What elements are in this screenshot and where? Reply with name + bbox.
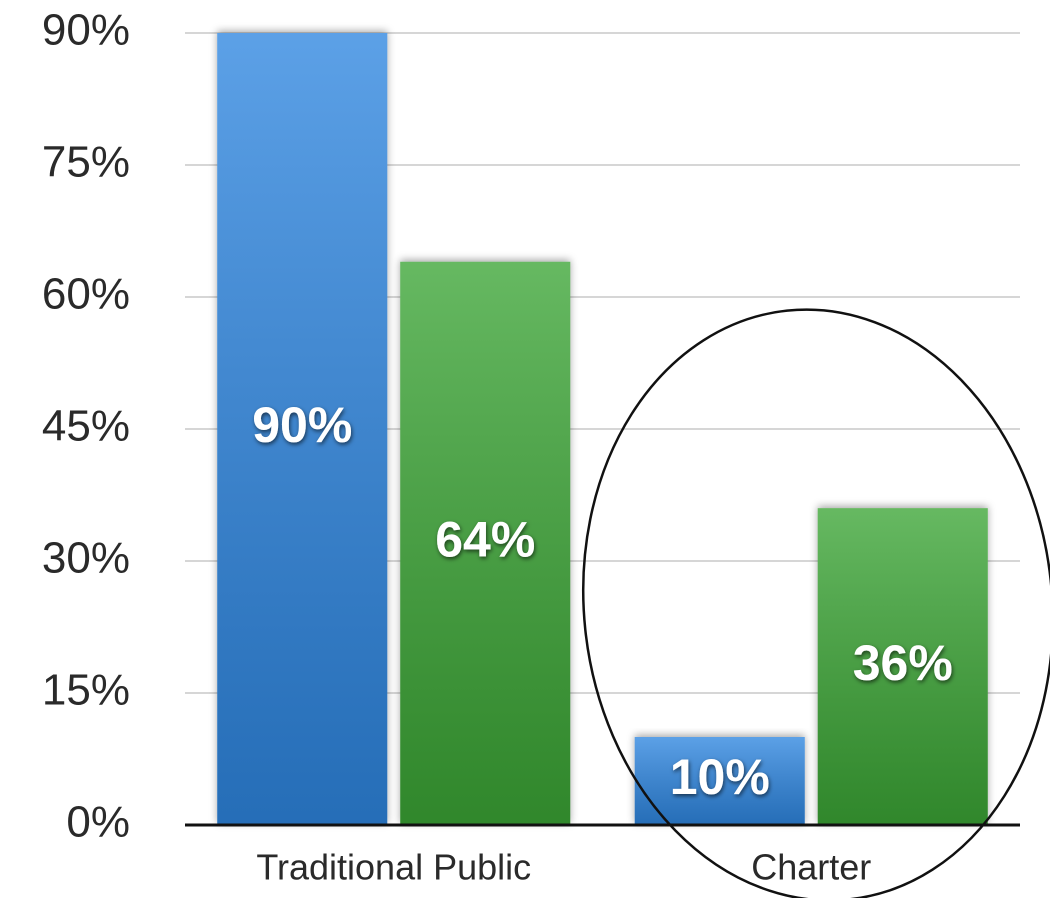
value-label: 64% (435, 512, 535, 568)
bar-shade (217, 33, 388, 825)
y-tick-label: 15% (42, 666, 130, 715)
bars (217, 33, 988, 825)
value-label: 36% (853, 635, 953, 691)
bar-shade (400, 261, 571, 825)
value-label: 10% (670, 749, 770, 805)
x-tick-label: Traditional Public (256, 847, 531, 888)
y-tick-label: 30% (42, 534, 130, 583)
y-tick-label: 90% (42, 6, 130, 55)
x-tick-label: Charter (751, 847, 871, 888)
highlight-ellipse (581, 308, 1050, 898)
value-label: 90% (252, 397, 352, 453)
y-tick-label: 75% (42, 138, 130, 187)
y-tick-label: 0% (66, 798, 130, 847)
y-tick-label: 60% (42, 270, 130, 319)
labels: 0% 15% 30% 45% 60% 75% 90% Traditional Public 90… (42, 6, 1020, 888)
y-tick-label: 45% (42, 402, 130, 451)
bar-shade (634, 737, 805, 825)
bar-shade (817, 508, 988, 825)
